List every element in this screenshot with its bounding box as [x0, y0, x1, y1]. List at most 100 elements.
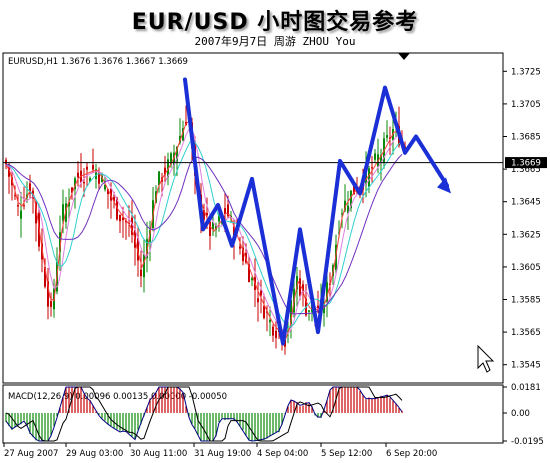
candle-body [101, 175, 103, 183]
y-tick-label: 1.3705 [511, 100, 541, 110]
candle-body [23, 205, 25, 207]
candle-body [374, 153, 376, 160]
moving-averages [5, 119, 403, 340]
candle-body [77, 172, 79, 178]
candle-body [71, 187, 73, 193]
candle-body [218, 214, 220, 222]
current-price-box [505, 157, 547, 169]
chart-title: EUR/USD 小时图交易参考 [131, 10, 419, 35]
candle-body [386, 135, 388, 138]
y-tick-label: 1.3585 [511, 296, 541, 306]
top-marker-icon [398, 53, 410, 60]
candle-body [92, 165, 94, 170]
macd-y-tick-label: 0.0181 [511, 383, 541, 393]
candle-body [338, 232, 340, 234]
candle-body [122, 217, 124, 221]
candle-body [206, 212, 208, 216]
candle-body [164, 167, 166, 175]
macd-y-axis: 0.0181 0.00 -0.0195 [503, 383, 544, 447]
candle-body [209, 221, 211, 236]
candle-body [239, 246, 241, 249]
y-tick-label: 1.3565 [511, 328, 541, 338]
candle-body [341, 213, 343, 215]
candle-body [107, 189, 109, 194]
candle-body [104, 185, 106, 190]
candle-body [323, 304, 325, 314]
y-axis: 1.3725 1.3705 1.3685 1.3665 1.3645 1.3625 1.36… [503, 67, 541, 371]
x-tick-label: 4 Sep 04:00 [257, 449, 308, 459]
x-tick-label: 5 Sep 12:00 [321, 449, 372, 459]
candle-body [68, 201, 70, 207]
candle-body [14, 195, 16, 197]
candle-body [29, 183, 31, 194]
candle-body [17, 205, 19, 207]
y-tick-label: 1.3665 [511, 165, 541, 175]
candle-body [371, 167, 373, 169]
y-tick-label: 1.3645 [511, 198, 541, 208]
candle-body [47, 281, 49, 307]
y-tick-label: 1.3685 [511, 133, 541, 143]
candle-body [113, 196, 115, 202]
candle-body [170, 153, 172, 165]
candle-body [83, 181, 85, 184]
candle-body [116, 198, 118, 220]
candle-body [344, 200, 346, 211]
candle-body [308, 310, 310, 312]
macd-line [5, 386, 403, 442]
candle-body [158, 171, 160, 186]
candle-body [275, 330, 277, 339]
macd-y-tick-label: 0.00 [511, 409, 530, 419]
moving-average-line [5, 126, 403, 335]
candle-body [290, 300, 292, 324]
x-tick-label: 6 Sep 20:00 [386, 449, 437, 459]
main-pane [2, 52, 504, 384]
candle-body [347, 205, 349, 213]
candle-body [89, 178, 91, 182]
candle-body [65, 203, 67, 222]
candle-body [179, 135, 181, 143]
x-tick-label: 27 Aug 2007 [4, 449, 58, 459]
candle-body [95, 169, 97, 180]
candle-body [350, 190, 352, 209]
candle-body [131, 217, 133, 235]
candle-body [296, 276, 298, 290]
candle-body [44, 266, 46, 287]
macd-y-tick-label: -0.0195 [511, 437, 544, 447]
candle-body [302, 284, 304, 293]
candle-body [353, 183, 355, 195]
forecast-path [183, 77, 449, 346]
candle-body [20, 210, 22, 219]
candle-body [215, 225, 217, 230]
macd-signal-line [5, 386, 403, 442]
candle-body [35, 202, 37, 224]
candle-body [182, 128, 184, 141]
candle-body [50, 301, 52, 307]
candle-body [326, 282, 328, 302]
moving-average-line [5, 119, 403, 340]
candle-body [257, 298, 259, 303]
candle-body [224, 208, 226, 214]
candle-body [203, 210, 205, 220]
candle-body [269, 319, 271, 323]
candle-body [62, 204, 64, 221]
candle-body [137, 238, 139, 261]
candle-body [272, 326, 274, 336]
x-tick-label: 31 Aug 19:00 [194, 449, 251, 459]
chart-subtitle: 2007年9月7日 周游 ZHOU You [194, 35, 356, 48]
y-tick-label: 1.3605 [511, 263, 541, 273]
candle-body [98, 171, 100, 184]
candle-body [143, 254, 145, 278]
current-price-label: 1.3669 [511, 159, 541, 169]
candle-body [41, 243, 43, 260]
candle-body [389, 137, 391, 139]
candle-body [299, 278, 301, 296]
y-tick-label: 1.3545 [511, 361, 541, 371]
candle-body [263, 305, 265, 319]
candle-body [119, 214, 121, 222]
macd-label: MACD(12,26,9) 0.00096 0.00135 0.00000 -0… [8, 392, 227, 402]
x-tick-label: 30 Aug 11:00 [130, 449, 187, 459]
candle-body [176, 147, 178, 162]
candle-body [260, 290, 262, 296]
mouse-cursor-icon [477, 344, 495, 373]
